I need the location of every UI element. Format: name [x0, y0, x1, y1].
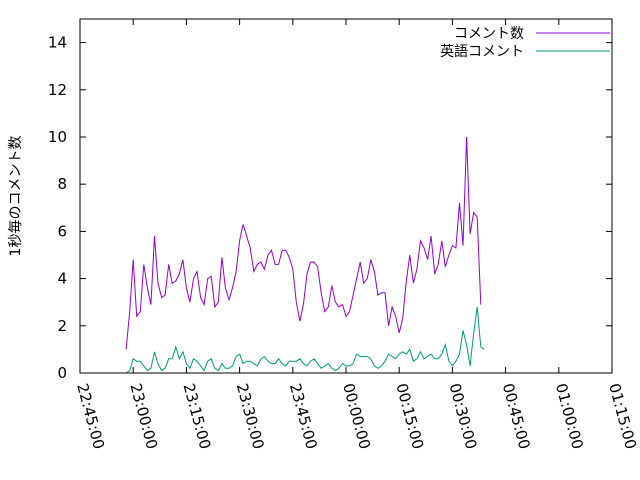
y-tick-label: 8 — [57, 175, 67, 193]
y-tick-label: 6 — [57, 222, 67, 240]
x-tick-labels: 22:45:00 23:00:00 23:15:00 23:30:00 23:45:00… — [73, 381, 640, 451]
series-lines — [125, 136, 485, 374]
tick-marks — [79, 19, 613, 374]
x-tick-label: 23:45:00 — [286, 381, 321, 451]
x-tick-label: 23:00:00 — [126, 381, 161, 451]
x-tick-label: 01:15:00 — [605, 381, 640, 451]
x-tick-label: 00:00:00 — [339, 381, 374, 451]
legend-label-1: 英語コメント — [440, 43, 524, 60]
x-tick-label: 23:30:00 — [233, 381, 268, 451]
y-tick-label: 10 — [48, 128, 67, 146]
legend-label-0: コメント数 — [454, 26, 524, 42]
plot-frame — [79, 18, 613, 374]
y-tick-label: 14 — [48, 34, 67, 52]
y-tick-labels: 0 2 4 6 8 10 12 14 — [48, 34, 67, 382]
y-tick-label: 0 — [57, 364, 67, 382]
x-tick-label: 22:45:00 — [73, 381, 108, 451]
y-tick-label: 12 — [48, 81, 67, 99]
y-tick-label: 2 — [57, 317, 67, 335]
x-tick-label: 00:30:00 — [446, 381, 481, 451]
series-line-0 — [125, 136, 482, 350]
x-tick-label: 00:15:00 — [392, 381, 427, 451]
x-tick-label: 01:00:00 — [552, 381, 587, 451]
y-axis-label: 1秒毎のコメント数 — [8, 136, 24, 257]
x-tick-label: 00:45:00 — [499, 381, 534, 451]
series-line-1 — [125, 306, 485, 374]
y-tick-label: 4 — [57, 270, 67, 288]
x-tick-label: 23:15:00 — [180, 381, 215, 451]
